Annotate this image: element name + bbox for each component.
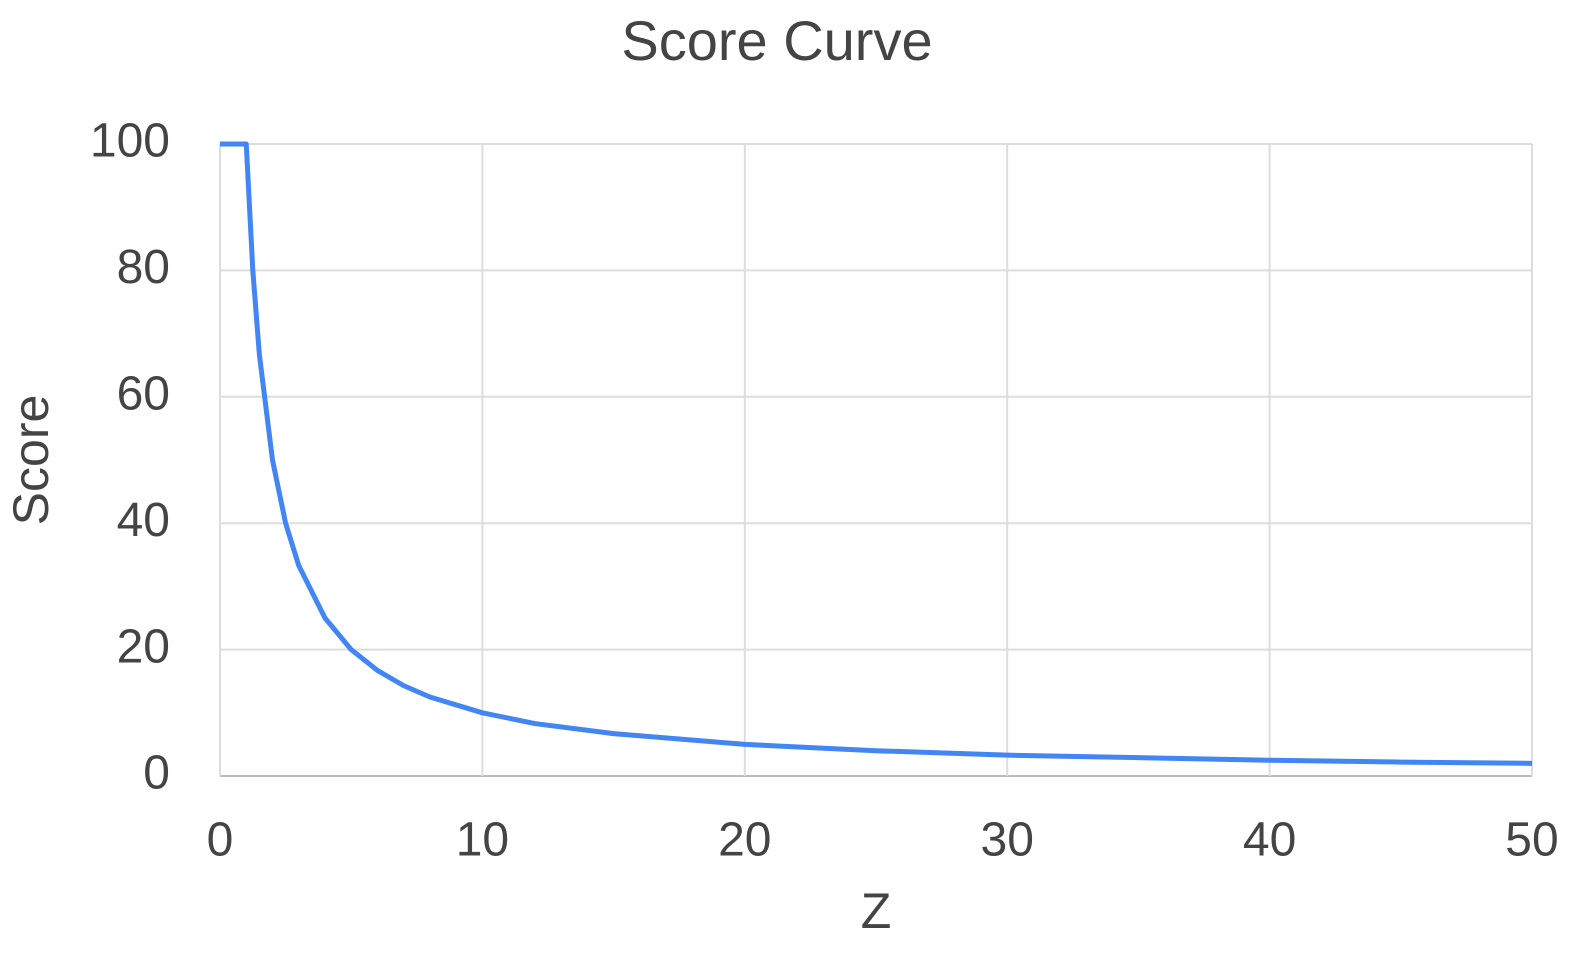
y-tick-label: 80: [117, 241, 170, 294]
y-tick-label: 0: [143, 747, 170, 800]
y-tick-label: 40: [117, 494, 170, 547]
x-axis-label: Z: [861, 883, 892, 939]
y-tick-label: 60: [117, 367, 170, 420]
x-tick-label: 30: [981, 814, 1034, 867]
y-tick-label: 100: [90, 115, 170, 168]
x-tick-label: 40: [1243, 814, 1296, 867]
x-tick-label: 10: [456, 814, 509, 867]
y-tick-label: 20: [117, 620, 170, 673]
chart-title: Score Curve: [621, 9, 932, 72]
x-tick-label: 20: [718, 814, 771, 867]
x-tick-label: 0: [207, 814, 234, 867]
line: [220, 141, 1533, 766]
y-axis-label: Score: [3, 395, 59, 526]
x-tick-label: 50: [1505, 814, 1558, 867]
